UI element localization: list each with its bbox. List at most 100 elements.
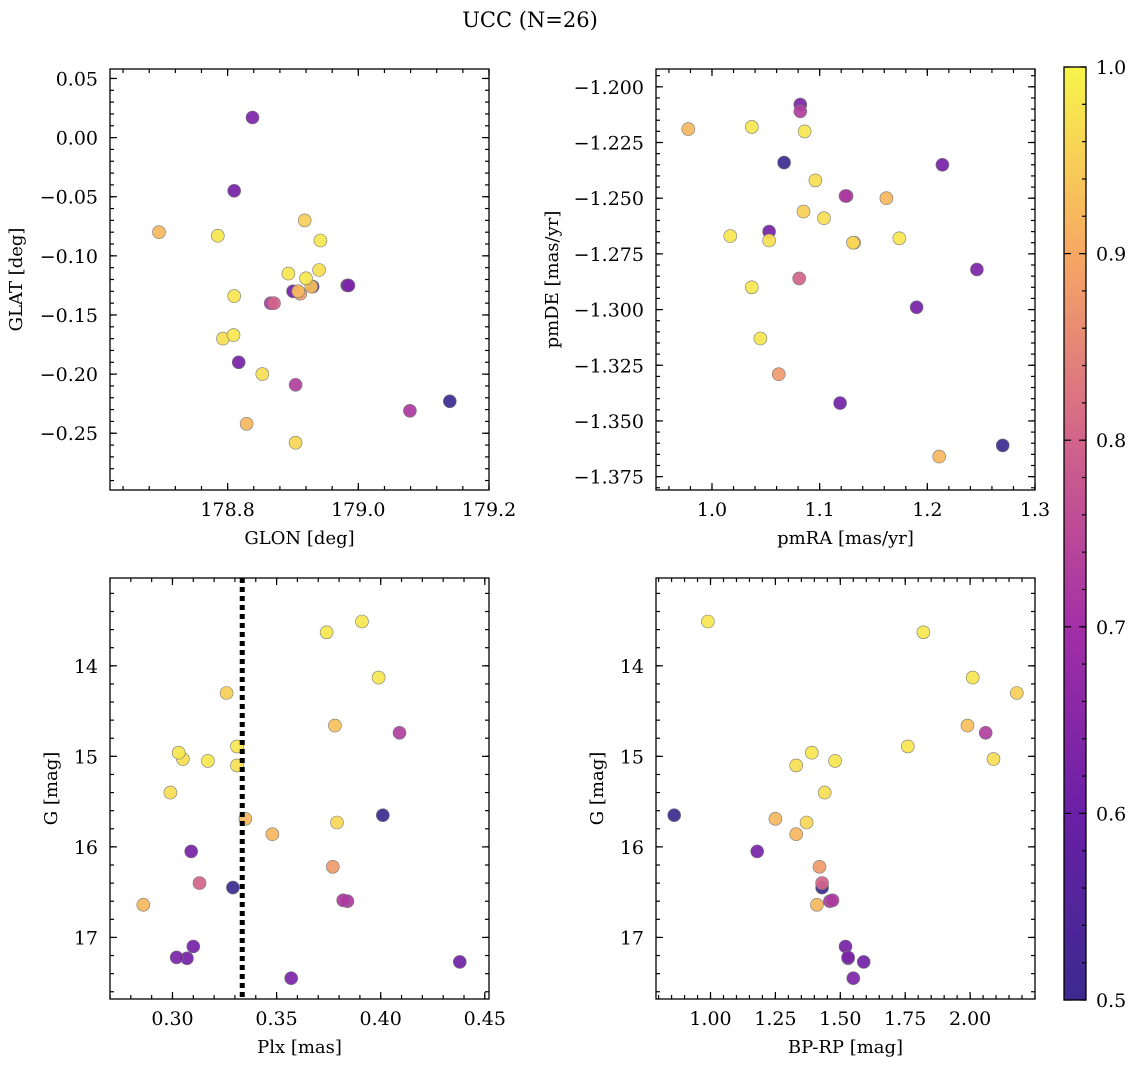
data-point-plx-3 xyxy=(171,745,186,760)
data-point-radec-3 xyxy=(211,228,225,243)
colorbar-tick-label: 0.9 xyxy=(1096,244,1126,266)
data-point-plx-22 xyxy=(375,808,390,823)
data-point-radec-2 xyxy=(152,225,166,239)
data-point-pm-11 xyxy=(879,191,894,205)
y-tick-label-radec: 0.05 xyxy=(56,68,98,90)
data-point-cmd-19 xyxy=(817,785,832,800)
data-point-pm-4 xyxy=(796,204,811,219)
x-tick-label-cmd: 1.50 xyxy=(819,1008,861,1030)
data-point-radec-6 xyxy=(312,263,326,277)
figure-title: UCC (N=26) xyxy=(462,8,598,32)
data-point-pm-6 xyxy=(817,211,831,225)
data-point-cmd-15 xyxy=(701,614,715,629)
data-point-pm-24 xyxy=(846,235,860,250)
data-point-pm-18 xyxy=(935,158,950,172)
data-point-radec-8 xyxy=(299,271,313,286)
y-tick-label-pm: −1.375 xyxy=(574,467,644,489)
data-point-plx-1 xyxy=(184,844,198,859)
data-point-cmd-16 xyxy=(916,625,931,640)
data-point-cmd-13 xyxy=(815,876,829,890)
data-point-pm-26 xyxy=(970,262,984,277)
colorbar-tick-label: 0.8 xyxy=(1096,430,1126,452)
data-point-plx-10 xyxy=(186,939,201,954)
colorbar-tick-label: 0.7 xyxy=(1096,617,1126,639)
x-tick-label-cmd: 1.75 xyxy=(884,1008,926,1030)
data-point-plx-20 xyxy=(392,725,407,740)
y-tick-label-radec: 0.00 xyxy=(56,128,98,150)
data-point-cmd-22 xyxy=(667,808,682,823)
x-axis-label-plx: Plx [mas] xyxy=(257,1037,342,1058)
data-point-cmd-4 xyxy=(1009,686,1024,700)
y-tick-label-pm: −1.300 xyxy=(574,300,644,322)
data-point-cmd-5 xyxy=(900,739,915,754)
data-point-radec-18 xyxy=(231,355,246,370)
data-point-plx-2 xyxy=(136,897,151,912)
data-point-radec-16 xyxy=(226,328,241,342)
x-tick-label-cmd: 1.00 xyxy=(689,1008,731,1030)
data-point-plx-19 xyxy=(163,785,178,800)
data-point-cmd-26 xyxy=(841,950,855,965)
x-tick-label-cmd: 2.00 xyxy=(949,1008,991,1030)
x-tick-label-plx: 0.35 xyxy=(255,1008,297,1030)
y-axis-label-pm: pmDE [mas/yr] xyxy=(542,211,563,349)
x-tick-label-plx: 0.40 xyxy=(360,1008,402,1030)
data-point-plx-9 xyxy=(328,718,342,733)
data-point-pm-3 xyxy=(744,120,759,134)
data-point-pm-12 xyxy=(771,367,786,382)
y-tick-label-plx: 17 xyxy=(74,927,98,949)
y-tick-label-cmd: 15 xyxy=(620,746,644,768)
y-tick-label-plx: 16 xyxy=(74,837,98,859)
data-point-plx-13 xyxy=(192,876,207,890)
data-point-radec-4 xyxy=(297,213,312,228)
x-tick-label-plx: 0.45 xyxy=(464,1008,506,1030)
data-point-cmd-24 xyxy=(799,815,814,830)
data-point-pm-10 xyxy=(909,300,924,315)
panel-pmra-pmde: 1.0 1.1 1.2 1.3 −1.200 −1.225 −1.250 −1.275 −1.3… xyxy=(542,68,1050,549)
data-point-radec-20 xyxy=(288,377,303,392)
y-tick-label-pm: −1.275 xyxy=(574,244,644,266)
panel-bprp-g: 1.00 1.25 1.50 1.75 2.00 14 15 16 17 BP-RP [mag] G… xyxy=(587,577,1036,1058)
y-tick-label-pm: −1.200 xyxy=(574,77,644,99)
data-point-pm-16 xyxy=(753,331,768,346)
y-tick-label-radec: −0.05 xyxy=(40,187,98,209)
data-point-plx-25 xyxy=(226,880,240,895)
colorbar-tick-label: 0.6 xyxy=(1096,803,1126,825)
data-point-radec-0 xyxy=(245,110,260,125)
data-point-pm-8 xyxy=(892,231,907,246)
data-point-pm-19 xyxy=(808,173,823,188)
data-point-plx-7 xyxy=(201,754,215,768)
data-point-radec-1 xyxy=(227,184,241,198)
y-tick-label-pm: −1.225 xyxy=(574,133,644,155)
x-tick-label-pm: 1.3 xyxy=(1020,499,1050,521)
data-point-plx-4 xyxy=(219,686,234,700)
data-point-plx-15 xyxy=(355,614,369,629)
panel-plx-g: 0.30 0.35 0.40 0.45 14 15 16 17 Plx [mas] G [mag] xyxy=(41,577,506,1058)
x-tick-label-pm: 1.2 xyxy=(912,499,942,521)
data-point-radec-21 xyxy=(403,403,417,418)
data-point-plx-26 xyxy=(169,950,184,965)
colorbar-tick-label: 0.5 xyxy=(1096,990,1126,1012)
data-point-cmd-3 xyxy=(804,745,819,760)
data-point-plx-12 xyxy=(325,859,340,874)
data-point-plx-11 xyxy=(265,827,280,842)
data-point-radec-5 xyxy=(313,233,328,248)
data-point-pm-7 xyxy=(723,229,738,243)
y-tick-label-plx: 14 xyxy=(74,656,98,678)
x-axis-label-radec: GLON [deg] xyxy=(244,528,354,549)
data-point-pm-20 xyxy=(793,104,808,119)
data-point-radec-22 xyxy=(442,394,457,409)
data-point-cmd-9 xyxy=(960,718,975,733)
data-point-plx-0 xyxy=(284,971,299,986)
data-point-plx-8 xyxy=(371,670,386,685)
data-point-radec-11 xyxy=(291,284,306,299)
y-axis-label-plx: G [mag] xyxy=(41,752,62,825)
data-point-pm-17 xyxy=(762,233,776,248)
y-tick-label-pm: −1.250 xyxy=(574,188,644,210)
data-point-cmd-21 xyxy=(825,893,840,908)
y-tick-label-cmd: 14 xyxy=(620,656,644,678)
data-point-cmd-27 xyxy=(856,955,871,969)
x-axis-label-pm: pmRA [mas/yr] xyxy=(777,528,914,549)
data-point-pm-25 xyxy=(995,438,1010,453)
data-point-cmd-20 xyxy=(978,725,993,740)
